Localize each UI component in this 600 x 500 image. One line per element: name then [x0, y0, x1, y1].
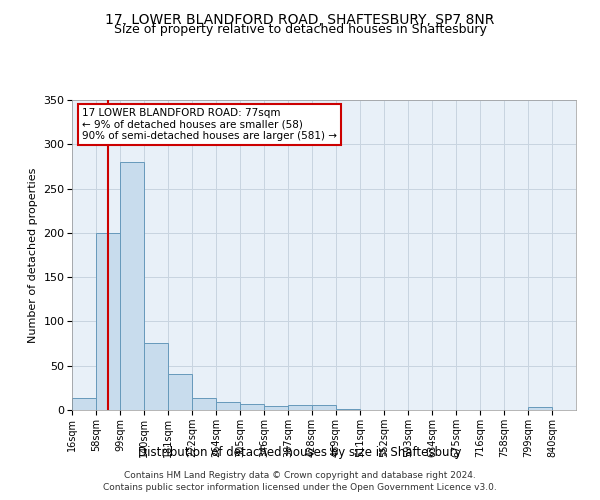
- Y-axis label: Number of detached properties: Number of detached properties: [28, 168, 38, 342]
- Text: Distribution of detached houses by size in Shaftesbury: Distribution of detached houses by size …: [138, 446, 462, 459]
- Text: Contains HM Land Registry data © Crown copyright and database right 2024.: Contains HM Land Registry data © Crown c…: [124, 472, 476, 480]
- Text: 17, LOWER BLANDFORD ROAD, SHAFTESBURY, SP7 8NR: 17, LOWER BLANDFORD ROAD, SHAFTESBURY, S…: [106, 12, 494, 26]
- Bar: [312, 404, 336, 410]
- Bar: [168, 374, 192, 410]
- Bar: [528, 408, 552, 410]
- Text: 17 LOWER BLANDFORD ROAD: 77sqm
← 9% of detached houses are smaller (58)
90% of s: 17 LOWER BLANDFORD ROAD: 77sqm ← 9% of d…: [82, 108, 337, 141]
- Text: Size of property relative to detached houses in Shaftesbury: Size of property relative to detached ho…: [113, 24, 487, 36]
- Bar: [264, 406, 288, 410]
- Bar: [120, 162, 144, 410]
- Bar: [288, 404, 312, 410]
- Bar: [144, 342, 168, 410]
- Bar: [192, 398, 216, 410]
- Bar: [240, 404, 264, 410]
- Bar: [336, 409, 360, 410]
- Text: Contains public sector information licensed under the Open Government Licence v3: Contains public sector information licen…: [103, 483, 497, 492]
- Bar: [72, 398, 96, 410]
- Bar: [96, 233, 120, 410]
- Bar: [216, 402, 240, 410]
